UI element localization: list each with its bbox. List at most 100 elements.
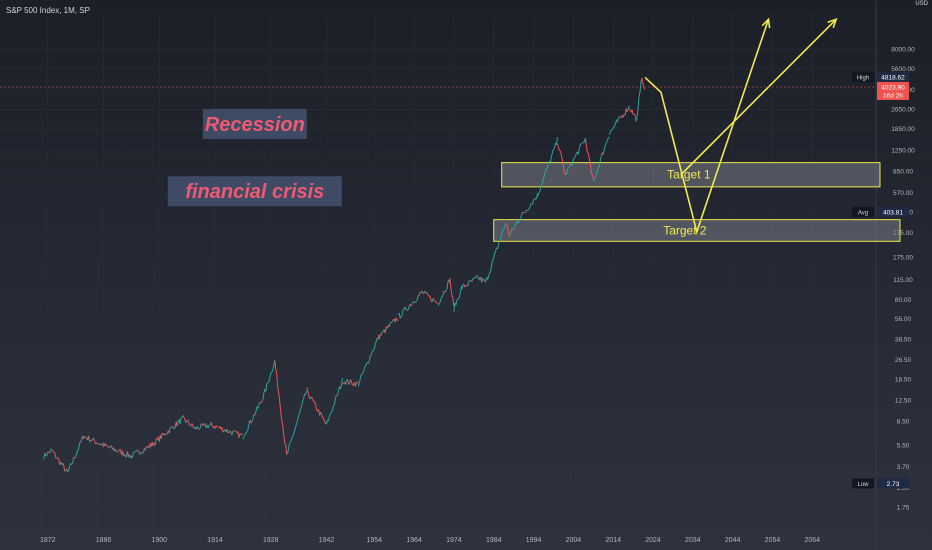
price-candle (137, 450, 140, 454)
target-zone-1 (501, 162, 881, 188)
price-candle (578, 144, 581, 149)
high-price-label: 4818.62 (881, 75, 905, 82)
price-candle (312, 399, 314, 402)
price-candle (99, 443, 101, 446)
price-candle (594, 174, 597, 179)
price-candle (389, 322, 392, 324)
price-candle (307, 389, 310, 396)
price-candle (605, 140, 608, 144)
price-candle (255, 406, 258, 413)
x-tick-label: 1928 (263, 537, 279, 544)
price-candle (498, 240, 501, 244)
price-candle (131, 452, 134, 459)
low-price-label-tag-box (852, 478, 874, 489)
price-candle (91, 438, 94, 442)
price-candle (544, 171, 546, 176)
price-candle (154, 438, 157, 446)
price-candle (333, 397, 336, 405)
price-candle (402, 308, 405, 310)
price-candle (302, 398, 305, 402)
price-candle (168, 427, 171, 434)
price-candle (464, 285, 467, 288)
price-candle (271, 369, 274, 373)
price-candle (199, 423, 202, 429)
price-candle (571, 158, 574, 166)
price-candle (348, 379, 351, 385)
price-candle (538, 191, 540, 194)
price-candle (388, 322, 391, 328)
price-candle (577, 148, 580, 155)
price-candle (275, 368, 278, 374)
price-candle (191, 423, 194, 427)
arrowhead-icon (761, 17, 771, 29)
projection-arrow-2 (680, 18, 837, 176)
price-candle (340, 378, 343, 385)
price-candle (603, 145, 606, 151)
price-candle (269, 372, 272, 379)
price-candle (180, 416, 183, 419)
price-candle (569, 162, 572, 166)
price-candle (47, 451, 50, 453)
price-candle (349, 379, 352, 382)
price-candle (587, 152, 590, 160)
price-candle (208, 424, 211, 426)
y-tick-label: 1.75 (897, 505, 910, 512)
price-candle (292, 434, 295, 437)
price-candle (210, 421, 213, 426)
y-tick-label: 26.50 (895, 357, 912, 364)
price-candle (469, 279, 472, 282)
price-candle (179, 417, 182, 425)
last-price-box (877, 81, 909, 100)
price-candle (55, 457, 57, 459)
x-tick-label: 1872 (40, 537, 56, 544)
price-candle (380, 331, 383, 336)
price-candle (105, 443, 107, 446)
price-candle (613, 124, 616, 128)
price-candle (267, 381, 270, 384)
price-candle (553, 147, 555, 150)
price-candle (242, 436, 245, 440)
price-candle (325, 422, 327, 424)
price-candle (183, 417, 186, 421)
price-candle (416, 295, 419, 301)
price-candle (451, 294, 454, 299)
price-candle (107, 445, 109, 448)
price-candle (121, 450, 124, 456)
y-tick-label: 2650.00 (891, 107, 915, 114)
price-candle (595, 170, 598, 175)
price-candle (291, 435, 294, 439)
price-candle (198, 428, 201, 430)
price-candle (52, 450, 55, 453)
y-tick-label: 2.50 (897, 485, 910, 492)
price-candle (335, 395, 337, 398)
price-candle (547, 162, 549, 168)
price-candle (76, 450, 79, 454)
price-candle (241, 433, 244, 435)
price-candle (359, 373, 362, 379)
price-candle (280, 411, 283, 420)
x-tick-label: 1954 (367, 537, 383, 544)
x-tick-label: 2004 (566, 537, 582, 544)
price-candle (521, 212, 524, 216)
price-candle (50, 448, 53, 450)
price-candle (265, 383, 268, 392)
price-candle (88, 435, 91, 442)
price-candle (78, 442, 81, 450)
price-candle (612, 126, 615, 129)
price-candle (346, 379, 349, 385)
price-candle (446, 281, 449, 290)
price-candle (300, 405, 303, 410)
price-candle (460, 285, 463, 289)
price-candle (429, 295, 432, 301)
price-candle (344, 380, 347, 385)
price-candle (330, 411, 332, 415)
price-candle (529, 204, 532, 209)
price-candle (399, 316, 402, 319)
price-candle (368, 355, 371, 362)
price-candle (563, 171, 566, 175)
price-candle (456, 298, 459, 301)
price-candle (129, 456, 132, 459)
price-candle (357, 382, 360, 387)
